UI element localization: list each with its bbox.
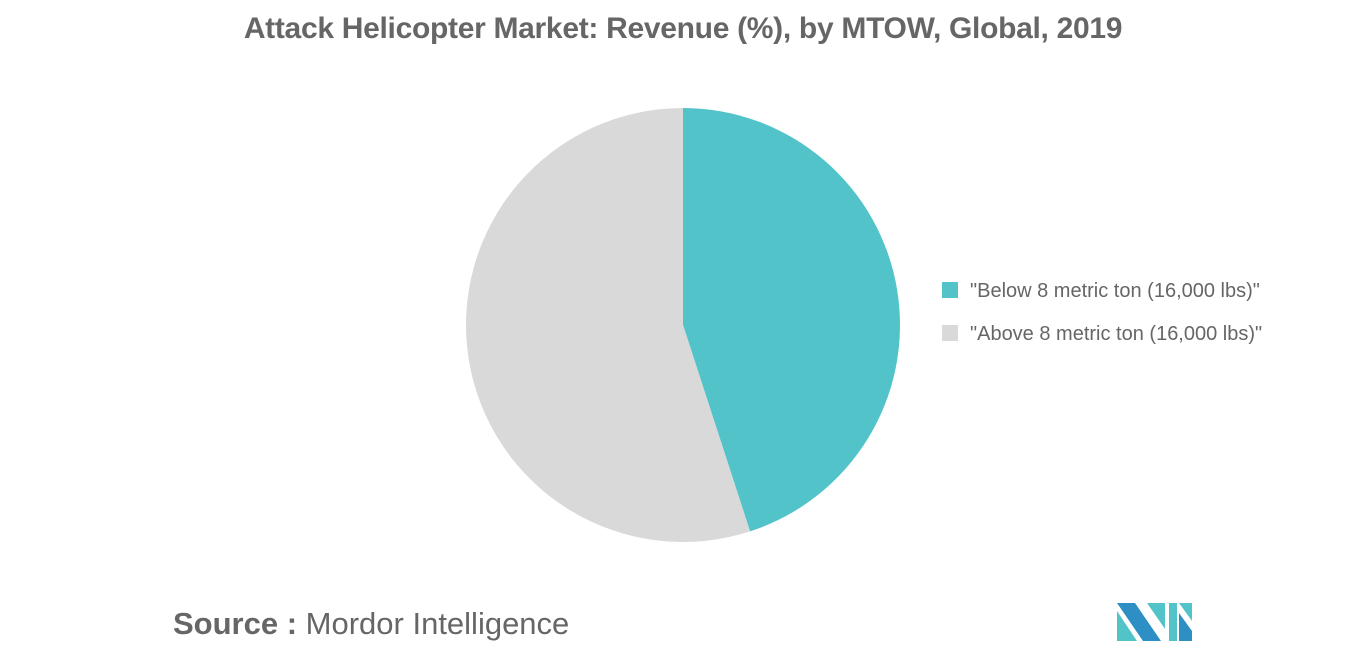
source-line: Source : Mordor Intelligence: [173, 606, 569, 642]
chart-legend: "Below 8 metric ton (16,000 lbs)" "Above…: [940, 276, 1270, 362]
legend-swatch-icon: [942, 325, 958, 341]
pie-slice-below-8-ton: [683, 108, 900, 532]
mordor-intelligence-logo-icon: [1117, 603, 1192, 641]
pie-slice-above-8-ton: [465, 108, 751, 542]
legend-label: "Above 8 metric ton (16,000 lbs)": [970, 323, 1263, 345]
legend-item-below-8-ton: "Below 8 metric ton (16,000 lbs)": [940, 276, 1270, 306]
legend-item-above-8-ton: "Above 8 metric ton (16,000 lbs)": [940, 319, 1270, 349]
source-label: Source :: [173, 606, 298, 641]
legend-label: "Below 8 metric ton (16,000 lbs)": [970, 280, 1260, 302]
source-name: Mordor Intelligence: [305, 606, 570, 641]
legend-swatch-icon: [942, 282, 958, 298]
chart-title: Attack Helicopter Market: Revenue (%), b…: [243, 12, 1123, 45]
